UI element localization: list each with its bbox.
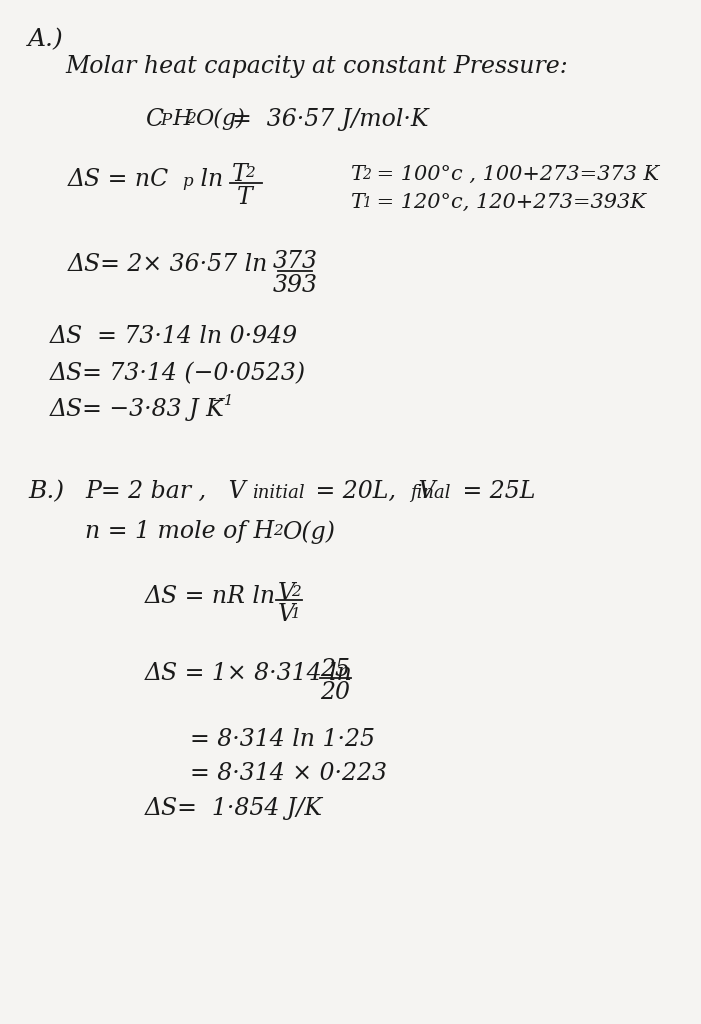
Text: = 120°c, 120+273=393K: = 120°c, 120+273=393K [370,193,646,212]
Text: Molar heat capacity at constant Pressure:: Molar heat capacity at constant Pressure… [65,55,568,78]
Text: ΔS= 2× 36·57 ln: ΔS= 2× 36·57 ln [68,253,268,276]
Text: = 8·314 ln 1·25: = 8·314 ln 1·25 [190,728,375,751]
Text: initial: initial [252,484,305,502]
Text: P= 2 bar ,   V: P= 2 bar , V [85,480,245,503]
Text: ΔS=  1·854 J/K: ΔS= 1·854 J/K [145,797,323,820]
Text: ΔS = nR ln: ΔS = nR ln [145,585,276,608]
Text: 25: 25 [320,658,350,681]
Text: C: C [145,108,163,131]
Text: = 20L,   V: = 20L, V [308,480,435,503]
Text: ΔS= 73·14 (−0·0523): ΔS= 73·14 (−0·0523) [50,362,306,385]
Text: ΔS = nC: ΔS = nC [68,168,169,191]
Text: n = 1 mole of H: n = 1 mole of H [85,520,274,543]
Text: P: P [160,112,171,129]
Text: 2: 2 [291,585,301,599]
Text: = 100°c , 100+273=373 K: = 100°c , 100+273=373 K [370,165,659,184]
Text: −1: −1 [211,394,233,408]
Text: 1: 1 [362,196,371,210]
Text: T: T [232,163,247,186]
Text: 2: 2 [362,168,371,182]
Text: 393: 393 [273,274,318,297]
Text: =  36·57 J/mol·K: = 36·57 J/mol·K [232,108,428,131]
Text: V: V [278,603,295,626]
Text: O(g): O(g) [195,108,245,130]
Text: V: V [278,582,295,605]
Text: T: T [350,165,364,184]
Text: A.): A.) [28,28,64,51]
Text: final: final [410,484,451,502]
Text: 1: 1 [291,607,301,621]
Text: ln: ln [193,168,223,191]
Text: B.): B.) [28,480,64,503]
Text: ΔS= −3·83 J K: ΔS= −3·83 J K [50,398,225,421]
Text: = 25L: = 25L [455,480,536,503]
Text: ΔS = 1× 8·314 ln: ΔS = 1× 8·314 ln [145,662,353,685]
Text: 373: 373 [273,250,318,273]
Text: 2: 2 [273,524,283,538]
Text: O(g): O(g) [282,520,335,544]
Text: T: T [237,186,253,209]
Text: H: H [172,108,191,130]
Text: 2: 2 [186,112,196,126]
Text: = 8·314 × 0·223: = 8·314 × 0·223 [190,762,387,785]
Text: 20: 20 [320,681,350,705]
Text: T: T [350,193,364,212]
Text: p: p [182,173,193,190]
Text: 2: 2 [245,166,254,180]
Text: ΔS  = 73·14 ln 0·949: ΔS = 73·14 ln 0·949 [50,325,298,348]
